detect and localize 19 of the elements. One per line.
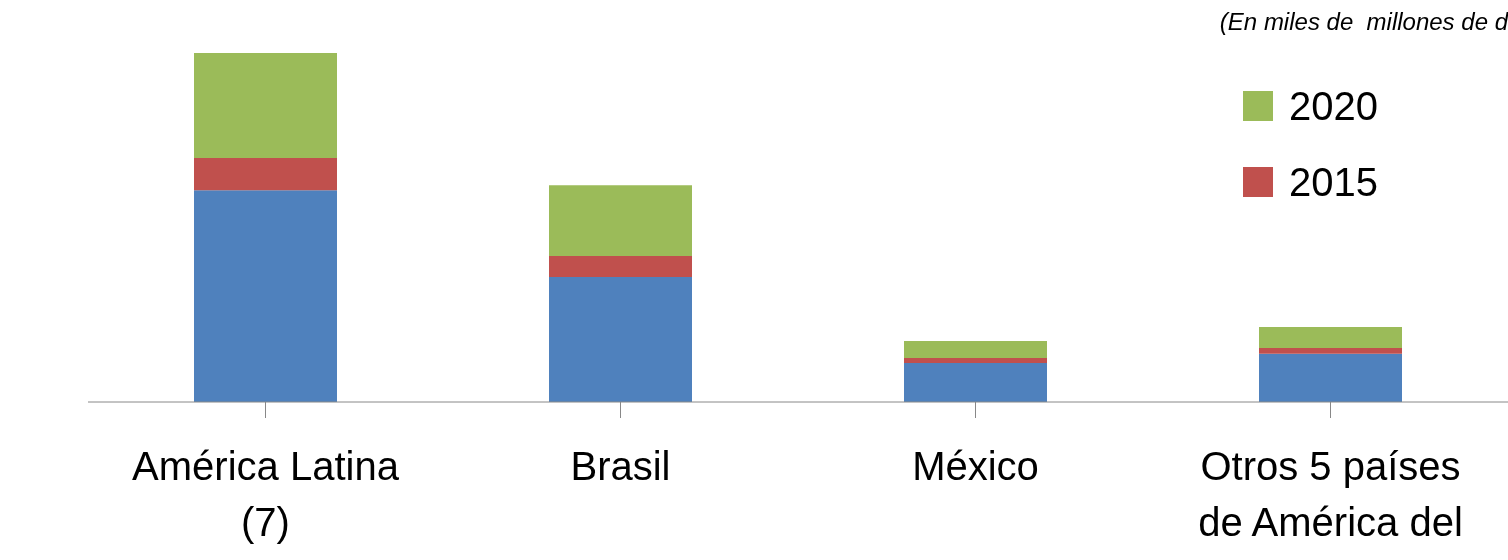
legend-label: 2020 [1289,83,1378,129]
bar [1259,347,1402,354]
x-tick-label: México [912,444,1039,488]
x-tick-label: Otros 5 países de América del [1198,444,1463,544]
bar [904,358,1047,363]
text: (En miles de millones de d [1219,8,1508,36]
x-tick-label: América Latina (7) [132,444,400,544]
bar [904,362,1047,402]
legend-label: 2015 [1289,159,1378,205]
bar [194,158,337,191]
bar [1259,353,1402,402]
bar [549,185,692,257]
bar [549,256,692,278]
bar [904,340,1047,359]
x-tick-label: Brasil [570,444,671,488]
bar [1259,326,1402,348]
bar [194,190,337,402]
bar [194,53,337,159]
bar [549,277,692,402]
